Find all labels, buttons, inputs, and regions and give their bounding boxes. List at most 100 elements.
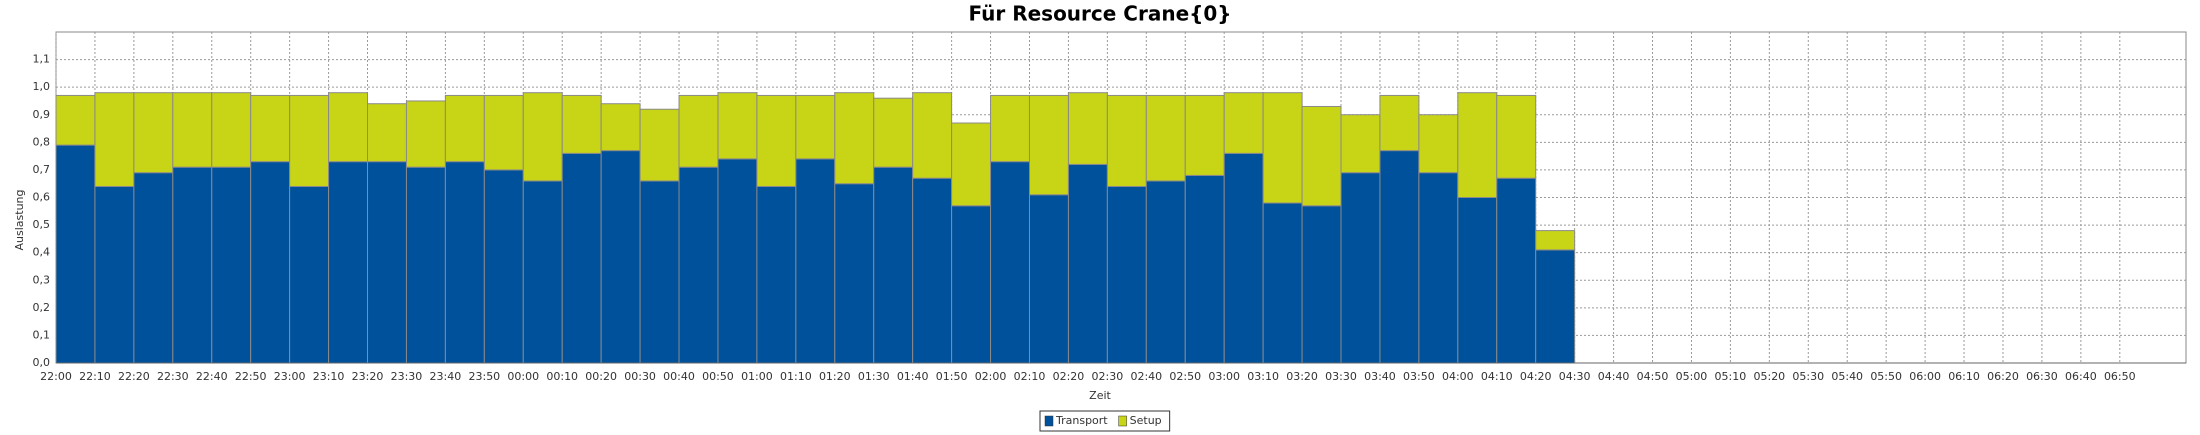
bar-segment: [561, 152, 602, 364]
y-tick-label: 1,1: [33, 53, 51, 66]
bar-segment: [522, 180, 563, 364]
x-tick-label: 22:50: [235, 370, 267, 383]
bar-segment: [912, 177, 953, 364]
bar-segment: [250, 161, 291, 364]
bar-segment: [717, 158, 758, 364]
x-tick-label: 03:30: [1325, 370, 1357, 383]
bar-segment: [483, 169, 524, 364]
x-tick-label: 04:00: [1442, 370, 1474, 383]
x-tick-label: 05:40: [1831, 370, 1863, 383]
bar-segment: [1067, 163, 1108, 364]
x-tick-label: 02:20: [1053, 370, 1085, 383]
bar-segment: [172, 92, 213, 168]
y-tick-label: 1,0: [33, 80, 51, 93]
bar-segment: [678, 94, 719, 168]
bar-segment: [94, 92, 135, 187]
bar-segment: [444, 161, 485, 364]
bar-segment: [873, 166, 914, 364]
bar-segment: [1418, 114, 1459, 174]
x-tick-label: 05:10: [1715, 370, 1747, 383]
bar-segment: [367, 103, 407, 163]
x-tick-label: 02:10: [1014, 370, 1046, 383]
bar-segment: [483, 94, 524, 171]
bar-segment: [951, 122, 992, 207]
bar-segment: [1496, 177, 1537, 364]
x-tick-label: 00:10: [546, 370, 578, 383]
bar-segment: [834, 92, 875, 185]
bar-segment: [1340, 172, 1381, 364]
bar-segment: [1301, 105, 1342, 207]
bar-segment: [912, 92, 953, 179]
x-tick-label: 22:00: [40, 370, 72, 383]
y-axis-label: Auslastung: [13, 190, 26, 251]
bar-segment: [600, 150, 641, 364]
x-tick-label: 06:40: [2065, 370, 2097, 383]
x-tick-label: 00:40: [663, 370, 695, 383]
bar-segment: [639, 108, 680, 182]
bar-segment: [561, 94, 602, 154]
x-tick-label: 02:30: [1092, 370, 1124, 383]
x-tick-label: 03:20: [1286, 370, 1318, 383]
bar-segment: [1184, 94, 1225, 176]
bar-segment: [1145, 94, 1186, 182]
x-tick-label: 23:40: [430, 370, 462, 383]
legend-label: Setup: [1130, 414, 1162, 427]
x-tick-label: 01:10: [780, 370, 812, 383]
legend-swatch: [1044, 415, 1054, 427]
bar-segment: [1379, 150, 1420, 364]
bar-segment: [1418, 172, 1459, 364]
y-tick-label: 0,8: [33, 135, 51, 148]
bar-segment: [289, 185, 330, 364]
x-tick-label: 03:40: [1364, 370, 1396, 383]
x-tick-label: 22:40: [196, 370, 228, 383]
bar-segment: [1106, 94, 1147, 187]
bar-segment: [873, 97, 914, 168]
bar-segment: [133, 172, 174, 364]
chart-title: Für Resource Crane{0}: [968, 2, 1231, 26]
x-tick-label: 00:30: [624, 370, 656, 383]
x-tick-label: 05:00: [1676, 370, 1708, 383]
bar-segment: [678, 166, 719, 364]
x-tick-label: 04:30: [1559, 370, 1591, 383]
bar-segment: [1145, 180, 1186, 364]
x-tick-label: 06:20: [1987, 370, 2019, 383]
y-tick-label: 0,4: [33, 246, 51, 259]
x-tick-label: 01:30: [858, 370, 890, 383]
bar-segment: [795, 94, 836, 160]
bar-segment: [94, 185, 135, 364]
bar-segment: [289, 94, 330, 187]
bar-segment: [1262, 92, 1303, 204]
y-tick-label: 0,6: [33, 191, 51, 204]
bar-segment: [328, 92, 369, 163]
x-tick-label: 04:50: [1637, 370, 1669, 383]
x-tick-label: 02:00: [975, 370, 1007, 383]
x-tick-label: 03:10: [1247, 370, 1279, 383]
bar-segment: [1340, 114, 1381, 174]
x-tick-label: 04:10: [1481, 370, 1513, 383]
x-tick-label: 05:50: [1870, 370, 1902, 383]
bar-segment: [133, 92, 174, 174]
x-tick-label: 22:20: [118, 370, 150, 383]
bar-segment: [1535, 249, 1576, 364]
bar-segment: [1262, 202, 1303, 364]
bar-segment: [405, 100, 446, 168]
x-tick-label: 00:20: [585, 370, 617, 383]
x-tick-label: 02:40: [1130, 370, 1162, 383]
x-tick-label: 23:30: [391, 370, 423, 383]
bar-segment: [1106, 185, 1147, 364]
legend-swatch: [1118, 415, 1127, 427]
bar-segment: [55, 144, 96, 364]
x-tick-label: 04:20: [1520, 370, 1552, 383]
bar-segment: [717, 92, 758, 160]
bar-segment: [328, 161, 369, 364]
bar-segment: [1067, 92, 1108, 165]
y-tick-label: 0,3: [33, 273, 51, 286]
x-tick-label: 22:10: [79, 370, 111, 383]
bar-segment: [172, 166, 213, 364]
x-tick-label: 22:30: [157, 370, 189, 383]
x-tick-label: 03:50: [1403, 370, 1435, 383]
x-tick-label: 06:00: [1909, 370, 1941, 383]
x-tick-label: 01:20: [819, 370, 851, 383]
bar-segment: [600, 103, 641, 152]
